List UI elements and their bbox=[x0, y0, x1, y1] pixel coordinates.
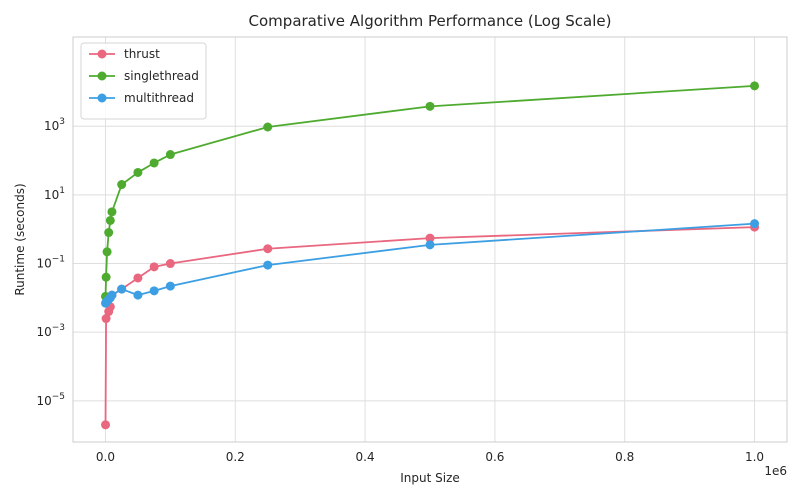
data-point-thrust bbox=[101, 420, 111, 430]
legend-label: thrust bbox=[124, 47, 160, 61]
data-point-thrust bbox=[165, 259, 175, 269]
x-tick-label: 0.6 bbox=[485, 450, 504, 464]
data-point-singlethread bbox=[425, 101, 435, 111]
data-point-singlethread bbox=[107, 207, 117, 217]
data-point-singlethread bbox=[133, 167, 143, 177]
legend-box bbox=[80, 42, 207, 120]
data-point-multithread bbox=[165, 281, 175, 291]
data-point-singlethread bbox=[750, 81, 760, 91]
data-point-thrust bbox=[263, 244, 273, 254]
series-singlethread bbox=[101, 81, 760, 301]
series-multithread bbox=[101, 219, 760, 308]
data-point-thrust bbox=[149, 262, 159, 272]
x-axis-label: Input Size bbox=[400, 471, 460, 485]
y-tick-exponent: −3 bbox=[52, 323, 65, 333]
legend-marker bbox=[97, 93, 107, 103]
legend-label: singlethread bbox=[124, 69, 199, 83]
data-point-singlethread bbox=[117, 180, 127, 190]
y-tick-base: 10 bbox=[44, 119, 59, 133]
legend-marker bbox=[97, 71, 107, 81]
data-point-singlethread bbox=[165, 150, 175, 160]
y-tick-exponent: −1 bbox=[52, 255, 65, 265]
y-tick-label: 10−1 bbox=[36, 255, 65, 271]
data-point-multithread bbox=[117, 284, 127, 294]
data-point-thrust bbox=[425, 233, 435, 243]
x-axis-offset-label: 1e6 bbox=[764, 464, 787, 478]
legend: thrust singlethread multithread bbox=[80, 42, 207, 120]
y-tick-label: 10−5 bbox=[36, 392, 65, 408]
data-point-singlethread bbox=[101, 272, 111, 282]
data-point-thrust bbox=[101, 314, 111, 324]
data-point-multithread bbox=[263, 260, 273, 270]
series-thrust bbox=[101, 222, 760, 430]
legend-item-singlethread: singlethread bbox=[89, 69, 199, 83]
legend-item-multithread: multithread bbox=[89, 91, 194, 105]
y-tick-label: 10−3 bbox=[36, 323, 65, 339]
data-point-singlethread bbox=[102, 247, 112, 257]
data-point-singlethread bbox=[105, 215, 115, 225]
data-point-singlethread bbox=[263, 122, 273, 132]
y-tick-base: 10 bbox=[44, 188, 59, 202]
data-point-singlethread bbox=[149, 158, 159, 168]
data-point-singlethread bbox=[104, 228, 114, 238]
data-point-multithread bbox=[425, 240, 435, 250]
y-tick-exponent: 1 bbox=[59, 186, 65, 196]
grid-lines bbox=[73, 37, 787, 442]
y-tick-label: 101 bbox=[44, 186, 65, 202]
legend-marker bbox=[97, 49, 107, 59]
legend-item-thrust: thrust bbox=[89, 47, 160, 61]
x-tick-label: 0.8 bbox=[615, 450, 634, 464]
series-line-thrust bbox=[104, 226, 755, 425]
x-tick-label: 0.0 bbox=[96, 450, 115, 464]
y-tick-exponent: 3 bbox=[59, 117, 65, 127]
series-group bbox=[101, 81, 760, 430]
data-point-multithread bbox=[750, 219, 760, 229]
y-tick-base: 10 bbox=[36, 257, 51, 271]
data-point-multithread bbox=[133, 290, 143, 300]
x-tick-label: 0.2 bbox=[226, 450, 245, 464]
y-tick-label: 103 bbox=[44, 117, 65, 133]
chart-title: Comparative Algorithm Performance (Log S… bbox=[249, 12, 612, 30]
plot-frame bbox=[72, 36, 788, 443]
y-axis-label: Runtime (seconds) bbox=[13, 183, 27, 295]
y-tick-base: 10 bbox=[36, 325, 51, 339]
x-tick-label: 0.4 bbox=[356, 450, 375, 464]
data-point-multithread bbox=[149, 286, 159, 296]
y-tick-base: 10 bbox=[36, 394, 51, 408]
data-point-multithread bbox=[107, 290, 117, 300]
x-tick-labels: 0.0 0.2 0.4 0.6 0.8 1.0 bbox=[96, 450, 764, 464]
x-tick-label: 1.0 bbox=[745, 450, 764, 464]
data-point-thrust bbox=[133, 273, 143, 283]
legend-label: multithread bbox=[124, 91, 194, 105]
y-tick-exponent: −5 bbox=[52, 392, 65, 402]
